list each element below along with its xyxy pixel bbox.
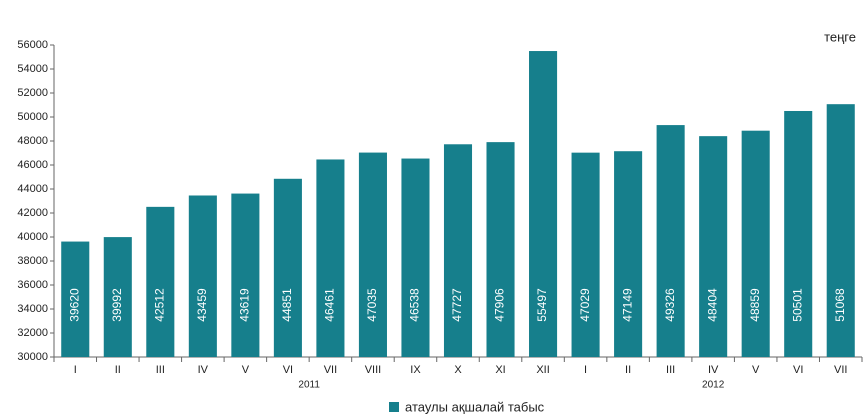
bar [826, 104, 855, 358]
x-tick-label: VII [324, 364, 337, 376]
bar [358, 152, 387, 357]
y-tick-label: 34000 [17, 303, 48, 315]
data-label: 47149 [620, 288, 634, 322]
data-label: 47906 [493, 288, 507, 322]
data-label: 42512 [152, 288, 166, 322]
x-tick-label: I [584, 364, 587, 376]
y-tick-label: 56000 [17, 39, 48, 51]
bar [656, 125, 685, 357]
x-tick-label: XII [536, 364, 549, 376]
x-tick-label: III [666, 364, 675, 376]
y-tick-label: 38000 [17, 255, 48, 267]
y-tick-label: 48000 [17, 135, 48, 147]
bar [273, 178, 302, 357]
bar [784, 110, 813, 357]
data-label: 48404 [705, 288, 719, 322]
x-tick-label: X [454, 364, 462, 376]
unit-label: теңге [824, 29, 856, 44]
y-tick-label: 46000 [17, 159, 48, 171]
data-label: 47727 [450, 288, 464, 322]
x-tick-label: IV [708, 364, 719, 376]
data-label: 49326 [663, 288, 677, 322]
y-tick-label: 40000 [17, 231, 48, 243]
data-label: 51068 [833, 288, 847, 322]
bar [146, 206, 175, 357]
data-label: 47035 [365, 288, 379, 322]
legend-swatch [389, 402, 399, 412]
legend-label: атаулы ақшалай табыс [405, 399, 545, 414]
x-tick-label: IX [410, 364, 421, 376]
bar [188, 195, 217, 357]
x-tick-label: VI [283, 364, 293, 376]
x-tick-label: XI [495, 364, 505, 376]
y-tick-label: 42000 [17, 207, 48, 219]
data-label: 55497 [535, 288, 549, 322]
bar [486, 142, 515, 357]
x-tick-label: VI [793, 364, 803, 376]
bar [316, 159, 345, 357]
x-tick-label: II [625, 364, 631, 376]
x-tick-label: I [74, 364, 77, 376]
x-tick-label: II [115, 364, 121, 376]
bar [699, 136, 728, 357]
data-label: 47029 [578, 288, 592, 322]
y-tick-label: 54000 [17, 63, 48, 75]
x-tick-label: V [752, 364, 760, 376]
y-tick-label: 36000 [17, 279, 48, 291]
data-label: 50501 [790, 288, 804, 322]
y-tick-label: 52000 [17, 87, 48, 99]
data-label: 43459 [195, 288, 209, 322]
bar [529, 51, 558, 357]
bar [443, 144, 473, 357]
x-tick-label: III [156, 364, 165, 376]
bar [231, 193, 260, 357]
data-label: 46461 [323, 288, 337, 322]
data-label: 46538 [408, 288, 422, 322]
bar [571, 152, 600, 357]
x-tick-label: V [242, 364, 250, 376]
group-label: 2012 [702, 380, 725, 391]
x-tick-label: IV [198, 364, 209, 376]
data-label: 44851 [280, 288, 294, 322]
y-tick-label: 44000 [17, 183, 48, 195]
data-label: 43619 [238, 288, 252, 322]
bar [61, 241, 90, 357]
group-label: 2011 [298, 380, 320, 391]
bar [401, 158, 430, 357]
bar [103, 237, 132, 357]
data-label: 39620 [67, 288, 81, 322]
x-tick-label: VIII [365, 364, 382, 376]
y-tick-label: 30000 [17, 351, 48, 363]
y-tick-label: 32000 [17, 327, 48, 339]
data-label: 48859 [748, 288, 762, 322]
data-label: 39992 [110, 288, 124, 322]
bar [614, 151, 643, 357]
y-tick-label: 50000 [17, 111, 48, 123]
x-tick-label: VII [834, 364, 847, 376]
bar [741, 130, 770, 357]
